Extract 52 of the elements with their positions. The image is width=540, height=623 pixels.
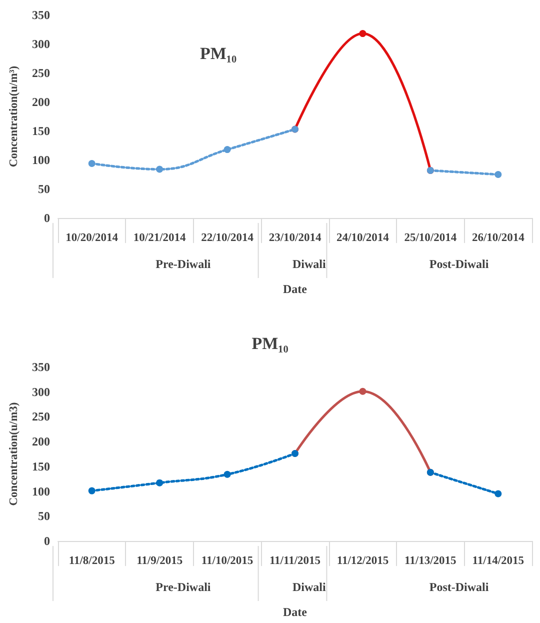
x-tick-label: 11/10/2015: [201, 555, 254, 567]
point: [359, 30, 366, 38]
y-tick-label: 150: [32, 459, 50, 474]
y-tick-label: 250: [32, 66, 50, 80]
x-tick-label: 11/9/2015: [136, 555, 183, 567]
text: Pre-Diwali: [156, 580, 212, 594]
y-tick-label: 100: [32, 484, 50, 498]
chart-title: PM₁₀: [252, 334, 288, 353]
y-tick-label: 150: [32, 124, 50, 138]
point: [88, 487, 96, 494]
y-axis-title: Concentration(u/m3): [8, 402, 20, 506]
point: [88, 160, 96, 167]
point: [494, 171, 502, 178]
y-axis-title: Concentration(u/m³): [8, 66, 20, 168]
x-tick-label: 11/12/2015: [336, 555, 389, 567]
x-axis-title: Date: [283, 282, 308, 296]
x-tick-label: 11/11/2015: [269, 555, 321, 567]
y-tick-label: 50: [38, 509, 50, 524]
x-axis-title: Date: [283, 605, 308, 619]
point: [359, 388, 366, 395]
x-tick-label: 24/10/2014: [336, 232, 390, 244]
point: [494, 490, 502, 498]
point: [156, 166, 164, 173]
y-tick-label: 200: [32, 95, 50, 109]
x-tick-label: 11/8/2015: [68, 555, 116, 567]
y-tick-label: 300: [32, 384, 50, 399]
y-tick-label: 250: [32, 410, 50, 424]
y-tick-label: 100: [32, 153, 50, 167]
y-tick-label: 0: [44, 211, 50, 225]
y-tick-label: 200: [32, 434, 50, 449]
point: [156, 479, 164, 486]
y-tick-label: 0: [44, 534, 50, 548]
text: Post-Diwali: [429, 257, 490, 271]
x-tick-label: 10/21/2014: [133, 232, 186, 244]
text: PM₁₀: [200, 44, 237, 63]
text: Post-Diwali: [429, 580, 490, 594]
y-tick-label: 350: [32, 8, 50, 22]
x-tick-label: 23/10/2014: [268, 232, 322, 244]
x-tick-label: 10/20/2014: [66, 232, 118, 244]
text: Diwali: [292, 257, 326, 271]
point: [224, 470, 231, 478]
text: Diwali: [292, 580, 326, 594]
y-tick-label: 300: [32, 37, 50, 51]
x-tick-label: 11/13/2015: [404, 555, 457, 567]
text: Pre-Diwali: [156, 257, 212, 271]
x-tick-label: 22/10/2014: [201, 232, 254, 244]
y-tick-label: 50: [38, 182, 50, 196]
x-tick-label: 25/10/2014: [404, 232, 457, 244]
point: [224, 146, 231, 154]
x-tick-label: 26/10/2014: [472, 232, 525, 244]
y-tick-label: 350: [32, 360, 50, 374]
x-tick-label: 11/14/2015: [472, 555, 524, 567]
